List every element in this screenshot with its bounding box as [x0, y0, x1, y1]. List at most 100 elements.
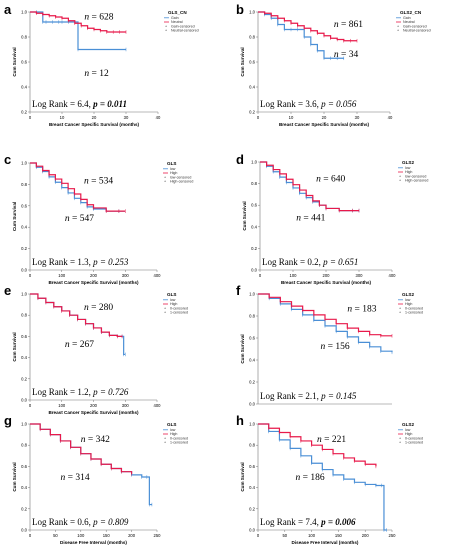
x-tick-label: 100: [290, 273, 298, 278]
y-tick-label: 0.6: [249, 464, 255, 469]
n-label: n = 640: [316, 174, 345, 184]
x-tick-label: 0: [257, 533, 260, 538]
n-label-value: 534: [99, 176, 114, 186]
legend-title: GLS2: [402, 292, 414, 297]
y-tick-label: 1.0: [249, 292, 255, 297]
legend-title: GLS2_CN: [400, 10, 422, 15]
legend-item: low: [170, 167, 176, 171]
n-label-n: n: [65, 214, 70, 224]
y-tick-label: 0.2: [251, 246, 257, 251]
n-label-eq: =: [325, 342, 335, 352]
y-tick-label: 1.0: [249, 422, 255, 427]
legend-title: GLS_CN: [168, 10, 187, 15]
y-tick-label: 0.2: [21, 376, 27, 381]
x-tick-label: 20: [92, 115, 97, 120]
log-rank-prefix: Log Rank = 2.1,: [260, 391, 321, 401]
panel-letter: a: [4, 2, 12, 17]
y-tick-label: 1.0: [21, 292, 27, 297]
x-tick-label: 200: [90, 273, 98, 278]
n-label-value: 314: [75, 473, 90, 483]
y-tick-label: 0.6: [249, 336, 255, 341]
n-label-value: 34: [349, 50, 359, 60]
n-label-n: n: [334, 50, 339, 60]
legend-item: Neutral: [403, 20, 415, 24]
legend-item: High-censored: [405, 179, 428, 183]
x-tick-label: 10: [60, 115, 65, 120]
x-tick-label: 150: [103, 533, 111, 538]
x-tick-label: 250: [154, 533, 162, 538]
legend-title: GLS2: [402, 422, 414, 427]
y-tick-label: 0.2: [21, 506, 27, 511]
legend-item: Neutral-censored: [403, 29, 431, 33]
legend-item: 0-censored: [405, 306, 423, 310]
x-tick-label: 150: [335, 533, 343, 538]
n-label-value: 186: [310, 473, 325, 483]
y-axis-label: Cum Survival: [242, 201, 247, 230]
legend-item: low-censored: [405, 174, 426, 178]
panel-d: d 1.0 0.8 0.6 0.4 0.2 0.00 100 200 300 400 Breast C…: [236, 152, 428, 285]
n-label-n: n: [84, 176, 89, 186]
n-label-eq: =: [89, 176, 99, 186]
panel-f: f 1.0 0.8 0.6 0.4 0.2 0.0 Cum Survival GLS2lowHi…: [236, 283, 423, 407]
x-tick-label: 0: [29, 403, 32, 408]
n-label-n: n: [81, 435, 86, 445]
x-tick-label: 100: [58, 403, 66, 408]
p-value: p = 0.809: [92, 517, 129, 527]
legend-item: Gain-censored: [403, 24, 427, 28]
log-rank-stat: Log Rank = 7.4, p = 0.006: [260, 517, 356, 527]
legend-item: low: [405, 166, 411, 170]
legend-marker: +: [164, 175, 166, 179]
legend-item: High: [405, 170, 412, 174]
y-axis-label: Cum Survival: [240, 47, 245, 76]
legend-marker: +: [399, 179, 401, 183]
y-tick-label: 0.4: [21, 225, 27, 230]
x-axis-label: Breast Cancer Specific Survival (months): [279, 122, 370, 127]
panel-e: e 1.0 0.8 0.6 0.4 0.2 0.00 100 200 300 400 Breast C…: [4, 283, 188, 415]
panel-c: c 1.0 0.8 0.6 0.4 0.2 0.00 100 200 300 400 Breast C…: [4, 152, 193, 285]
x-tick-label: 100: [58, 273, 66, 278]
n-label: n = 34: [334, 50, 359, 60]
y-tick-label: 0.6: [21, 60, 27, 65]
y-tick-label: 0.4: [21, 355, 27, 360]
log-rank-prefix: Log Rank = 6.4,: [32, 99, 93, 109]
legend-item: low: [405, 298, 411, 302]
y-tick-label: 0.6: [251, 203, 257, 208]
n-label-value: 156: [335, 342, 350, 352]
legend-item: 1-censored: [170, 441, 188, 445]
panel-letter: h: [236, 413, 244, 428]
legend-item: 0-censored: [170, 436, 188, 440]
legend-item: High-censored: [170, 180, 193, 184]
n-label: n = 12: [84, 69, 109, 79]
n-label: n = 314: [60, 473, 89, 483]
n-label-value: 280: [99, 303, 114, 313]
n-label-n: n: [65, 340, 70, 350]
y-tick-label: 0.2: [21, 246, 27, 251]
legend-marker: +: [164, 180, 166, 184]
y-axis-label: Cum Survival: [240, 334, 245, 363]
panel-a: a 1.0 0.8 0.6 0.4 0.20 10 20 30 40 Breast Cancer S…: [4, 2, 199, 127]
y-tick-label: 0.4: [249, 85, 255, 90]
x-tick-label: 30: [355, 115, 360, 120]
panel-letter: g: [4, 413, 12, 428]
n-label-value: 12: [99, 69, 109, 79]
y-tick-label: 0.4: [21, 85, 27, 90]
n-label: n = 628: [84, 13, 113, 23]
y-tick-label: 0.0: [21, 528, 27, 533]
n-label: n = 280: [84, 303, 113, 313]
n-label: n = 183: [347, 305, 376, 315]
legend-item: High: [170, 432, 177, 436]
legend-item: High: [170, 302, 177, 306]
n-label-value: 342: [96, 435, 111, 445]
x-tick-label: 200: [128, 533, 136, 538]
panel-letter: d: [236, 152, 244, 167]
n-label: n = 186: [296, 473, 325, 483]
log-rank-stat: Log Rank = 6.4, p = 0.011: [32, 99, 127, 109]
y-tick-label: 0.0: [21, 398, 27, 403]
x-tick-label: 250: [389, 533, 397, 538]
n-label-eq: =: [89, 69, 99, 79]
log-rank-stat: Log Rank = 2.1, p = 0.145: [260, 391, 357, 401]
n-label-n: n: [296, 213, 301, 223]
legend-marker: +: [397, 29, 399, 33]
legend-item: Gain-censored: [171, 24, 195, 28]
n-label-value: 640: [331, 174, 346, 184]
